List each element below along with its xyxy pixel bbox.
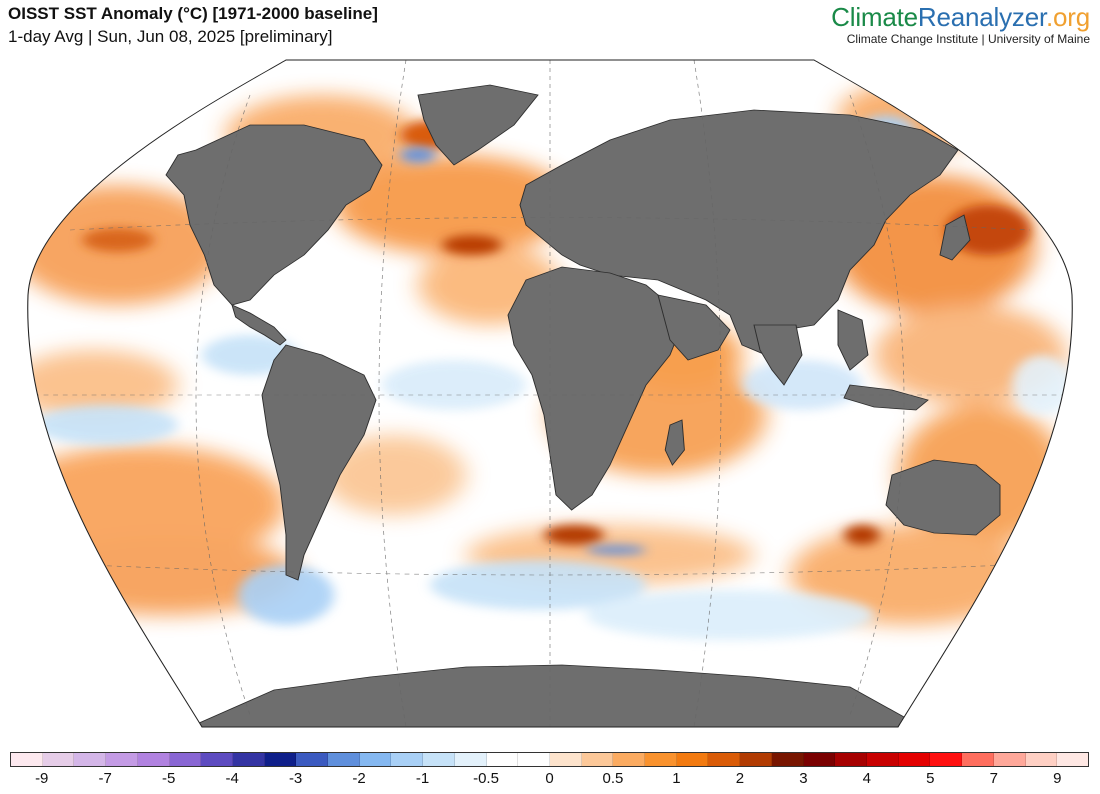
map-title: OISST SST Anomaly (°C) [1971-2000 baseli… — [8, 4, 378, 23]
land-arabia — [657, 294, 731, 361]
map-subtitle: 1-day Avg | Sun, Jun 08, 2025 [prelimina… — [8, 27, 333, 46]
land-africa — [507, 266, 683, 511]
color-scale-tick-label: 0 — [545, 770, 554, 787]
color-scale-tick-label: 1 — [672, 770, 681, 787]
color-scale-tick-label: 3 — [799, 770, 808, 787]
sst-anomaly-map — [0, 55, 1100, 735]
graticule — [34, 60, 1073, 727]
color-scale-segment — [771, 753, 804, 766]
ocean-field — [27, 60, 1073, 727]
color-scale-tick-label: -9 — [35, 770, 49, 787]
color-scale-segment — [803, 753, 836, 766]
color-scale-segment — [518, 753, 550, 766]
land-central-america — [231, 304, 287, 346]
color-scale-segment — [423, 753, 455, 766]
color-scale-tick-label: 4 — [862, 770, 872, 787]
color-scale-tick-label: -5 — [162, 770, 176, 787]
color-scale-tick-label: 5 — [926, 770, 935, 787]
color-scale-tick-label: -7 — [98, 770, 112, 787]
color-scale-segment — [708, 753, 741, 766]
color-scale-segment — [1057, 753, 1088, 766]
color-scale-segment — [264, 753, 297, 766]
color-scale-segment — [169, 753, 202, 766]
land-eurasia — [519, 109, 959, 356]
color-scale-segment — [359, 753, 392, 766]
color-scale-segment — [42, 753, 75, 766]
color-scale-segment — [106, 753, 138, 766]
color-scale-segment — [1025, 753, 1058, 766]
color-scale-segment — [930, 753, 963, 766]
color-scale-tick-label: -1 — [415, 770, 430, 787]
land-masses — [165, 84, 1043, 727]
map-svg — [27, 59, 1073, 728]
color-scale-segment — [676, 753, 709, 766]
land-madagascar — [664, 419, 685, 466]
color-scale-segment — [201, 753, 233, 766]
color-scale-segment — [645, 753, 677, 766]
color-scale-segment — [391, 753, 424, 766]
land-new-zealand — [1023, 544, 1043, 571]
color-scale-bar — [10, 752, 1089, 767]
brand-name: ClimateReanalyzer.org — [831, 2, 1090, 32]
color-scale-segment — [549, 753, 582, 766]
globe-outline — [27, 59, 1073, 728]
color-scale-segment — [454, 753, 487, 766]
color-scale-segment — [898, 753, 931, 766]
color-scale-tick-label: -2 — [352, 770, 366, 787]
color-scale-segment — [74, 753, 107, 766]
color-scale-segment — [486, 753, 519, 766]
land-antarctica — [189, 664, 924, 727]
color-scale-segment — [328, 753, 360, 766]
land-south-america — [261, 344, 377, 581]
color-scale-tick-label: 2 — [735, 770, 745, 787]
brand-tagline: Climate Change Institute | University of… — [846, 32, 1090, 46]
brand-logo[interactable]: ClimateReanalyzer.org Climate Change Ins… — [831, 2, 1090, 46]
cool-anomaly-regions — [34, 115, 1072, 640]
color-scale-tick-label: -0.5 — [473, 770, 499, 787]
color-scale-segment — [613, 753, 646, 766]
color-scale-segment — [296, 753, 329, 766]
land-indonesia — [843, 384, 929, 411]
color-scale-segment — [962, 753, 994, 766]
color-scale-tick-label: -3 — [288, 770, 303, 787]
color-scale-tick-label: -4 — [225, 770, 239, 787]
color-scale-segment — [137, 753, 170, 766]
color-scale-tick-label: 0.5 — [602, 770, 624, 787]
land-australia — [885, 459, 1001, 536]
color-scale-ticks: -9 -7 -5 -4 -3 -2 -1 -0.5 0 0.5 1 2 3 4 5 7 9 — [10, 770, 1089, 792]
color-scale-segment — [232, 753, 265, 766]
land-north-america — [165, 124, 383, 306]
land-greenland — [417, 84, 539, 166]
color-scale-segment — [835, 753, 867, 766]
color-scale-segment — [866, 753, 899, 766]
land-indochina — [837, 309, 869, 371]
color-scale-tick-label: 7 — [989, 770, 998, 787]
color-scale-segment — [740, 753, 772, 766]
land-india — [753, 324, 803, 386]
color-scale-segment — [581, 753, 614, 766]
color-scale-segment — [11, 753, 43, 766]
color-scale-tick-label: 9 — [1053, 770, 1062, 787]
color-scale-segment — [993, 753, 1026, 766]
